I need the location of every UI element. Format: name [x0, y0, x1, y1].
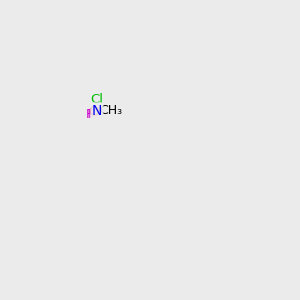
Text: N: N	[92, 104, 102, 118]
Text: O: O	[89, 105, 100, 119]
Text: F: F	[87, 108, 95, 121]
Text: CH₃: CH₃	[99, 104, 122, 117]
Text: F: F	[86, 108, 93, 121]
Text: Cl: Cl	[90, 93, 103, 106]
